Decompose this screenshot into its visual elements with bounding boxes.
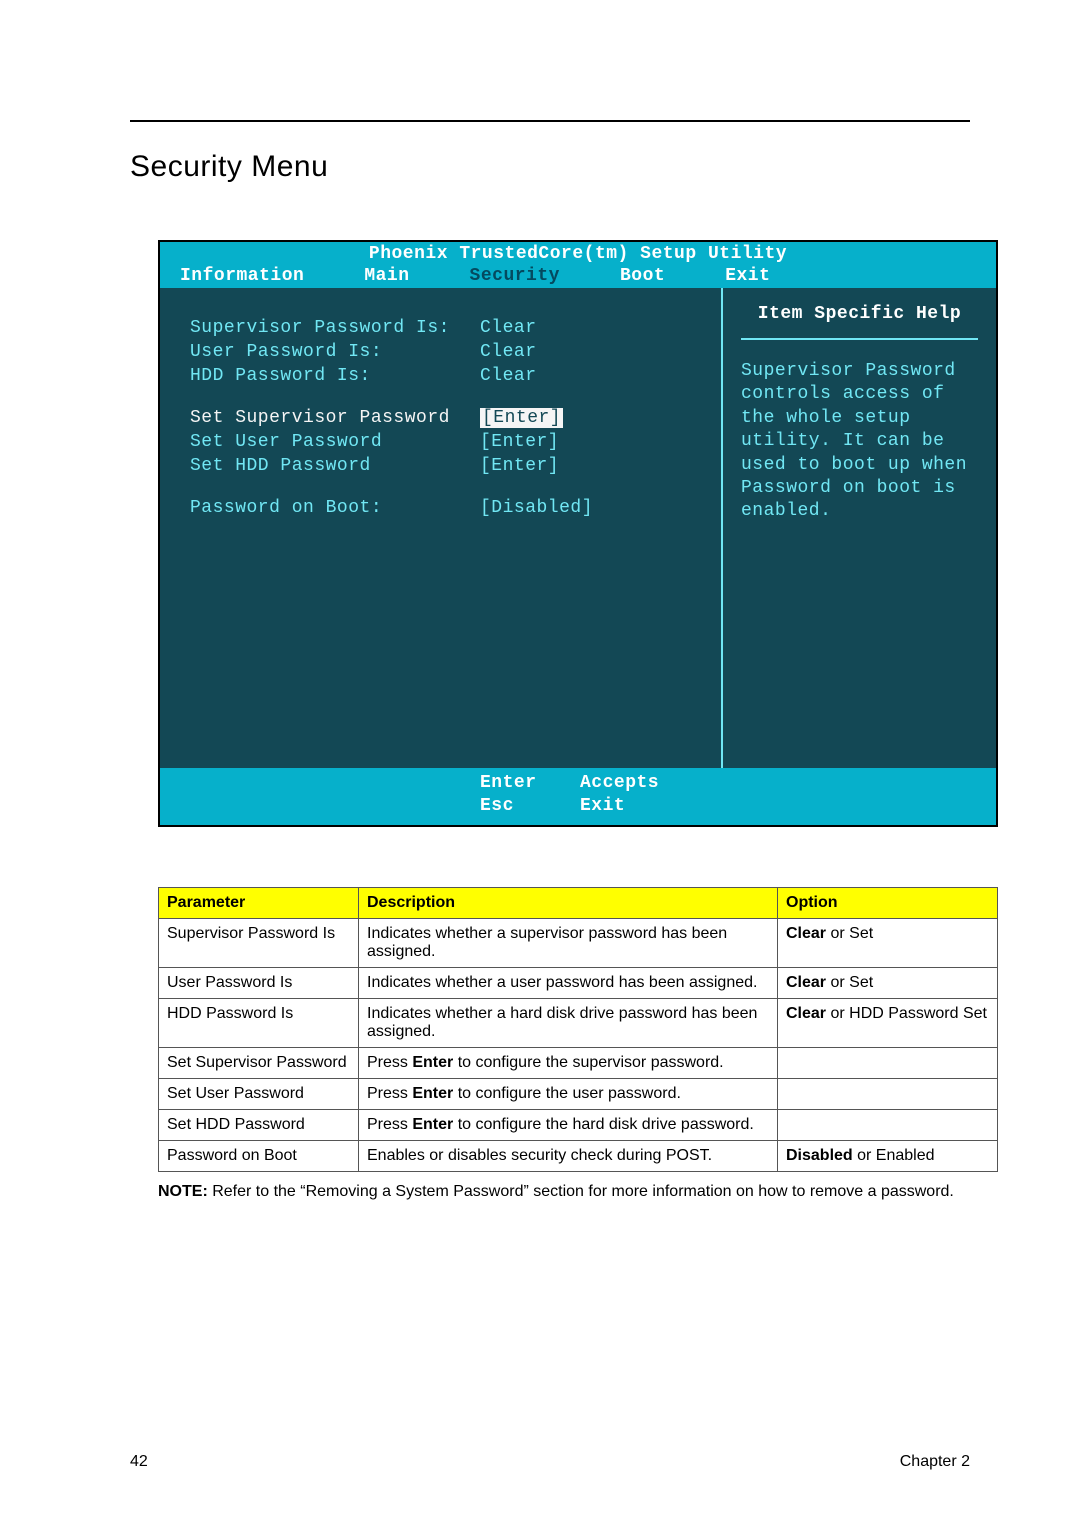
bios-value: Clear [480, 366, 537, 386]
cell-option [778, 1109, 998, 1140]
bios-tab-information: Information [180, 266, 304, 286]
cell-option [778, 1078, 998, 1109]
bold-text: Clear [786, 925, 826, 942]
bold-text: Clear [786, 1005, 826, 1022]
table-row: Supervisor Password IsIndicates whether … [159, 918, 998, 967]
cell-parameter: Password on Boot [159, 1140, 359, 1171]
cell-description: Press Enter to configure the supervisor … [359, 1047, 778, 1078]
cell-parameter: Set User Password [159, 1078, 359, 1109]
bios-title: Phoenix TrustedCore(tm) Setup Utility [160, 242, 996, 266]
cell-option: Clear or Set [778, 918, 998, 967]
cell-description: Indicates whether a user password has be… [359, 967, 778, 998]
bold-text: Enter [412, 1116, 453, 1133]
bios-left-panel: Supervisor Password Is: Clear User Passw… [160, 288, 721, 768]
bios-label: Password on Boot: [190, 498, 480, 518]
cell-option [778, 1047, 998, 1078]
bios-value-highlight: [Enter] [480, 408, 563, 428]
bios-row: Set Supervisor Password [Enter] [190, 408, 701, 428]
page-title: Security Menu [130, 150, 970, 184]
rule-top [130, 120, 970, 122]
bios-help-title: Item Specific Help [741, 298, 978, 340]
cell-parameter: Set Supervisor Password [159, 1047, 359, 1078]
cell-parameter: Supervisor Password Is [159, 918, 359, 967]
bios-row: Set User Password [Enter] [190, 432, 701, 452]
table-header: Option [778, 887, 998, 918]
cell-option: Clear or HDD Password Set [778, 998, 998, 1047]
bold-text: Enter [412, 1085, 453, 1102]
bios-help-panel: Item Specific Help Supervisor Password c… [721, 288, 996, 768]
cell-option: Disabled or Enabled [778, 1140, 998, 1171]
bios-value: Clear [480, 318, 537, 338]
cell-description: Indicates whether a hard disk drive pass… [359, 998, 778, 1047]
bios-label: Supervisor Password Is: [190, 318, 480, 338]
table-row: Set HDD PasswordPress Enter to configure… [159, 1109, 998, 1140]
bios-row: HDD Password Is: Clear [190, 366, 701, 386]
bios-row: Supervisor Password Is: Clear [190, 318, 701, 338]
note-text: Refer to the “Removing a System Password… [208, 1183, 954, 1200]
bios-value: [Enter] [480, 456, 559, 476]
cell-description: Press Enter to configure the hard disk d… [359, 1109, 778, 1140]
table-row: HDD Password IsIndicates whether a hard … [159, 998, 998, 1047]
table-row: Password on BootEnables or disables secu… [159, 1140, 998, 1171]
bold-text: Enter [412, 1054, 453, 1071]
bios-row: User Password Is: Clear [190, 342, 701, 362]
chapter-label: Chapter 2 [900, 1453, 970, 1471]
table-header: Description [359, 887, 778, 918]
bios-help-body: Supervisor Password controls access of t… [741, 360, 978, 524]
bios-footer: Enter Accepts Esc Exit [160, 768, 996, 825]
cell-description: Indicates whether a supervisor password … [359, 918, 778, 967]
bios-body: Supervisor Password Is: Clear User Passw… [160, 288, 996, 768]
bios-row: Password on Boot: [Disabled] [190, 498, 701, 518]
table-row: Set User PasswordPress Enter to configur… [159, 1078, 998, 1109]
bios-tab-security: Security [470, 266, 560, 286]
cell-description: Enables or disables security check durin… [359, 1140, 778, 1171]
table-header: Parameter [159, 887, 359, 918]
bios-tab-exit: Exit [725, 266, 770, 286]
page-footer: 42 Chapter 2 [130, 1453, 970, 1471]
cell-description: Press Enter to configure the user passwo… [359, 1078, 778, 1109]
table-row: User Password IsIndicates whether a user… [159, 967, 998, 998]
cell-parameter: Set HDD Password [159, 1109, 359, 1140]
page-number: 42 [130, 1453, 148, 1471]
table-header-row: Parameter Description Option [159, 887, 998, 918]
bold-text: Clear [786, 974, 826, 991]
cell-parameter: User Password Is [159, 967, 359, 998]
bios-tab-boot: Boot [620, 266, 665, 286]
bios-footer-action: Accepts [580, 772, 659, 795]
bios-label: User Password Is: [190, 342, 480, 362]
bios-tab-bar: Information Main Security Boot Exit [160, 266, 996, 288]
note: NOTE: Refer to the “Removing a System Pa… [158, 1182, 998, 1203]
note-label: NOTE: [158, 1183, 208, 1200]
cell-option: Clear or Set [778, 967, 998, 998]
bios-value: [Disabled] [480, 498, 593, 518]
cell-parameter: HDD Password Is [159, 998, 359, 1047]
bios-tab-main: Main [364, 266, 409, 286]
bios-label: Set HDD Password [190, 456, 480, 476]
bold-text: Disabled [786, 1147, 853, 1164]
bios-screenshot: Phoenix TrustedCore(tm) Setup Utility In… [158, 240, 998, 827]
bios-footer-key: Esc [480, 795, 580, 818]
parameter-table: Parameter Description Option Supervisor … [158, 887, 998, 1172]
bios-footer-action: Exit [580, 795, 625, 818]
bios-footer-key: Enter [480, 772, 580, 795]
bios-label: Set User Password [190, 432, 480, 452]
bios-label: HDD Password Is: [190, 366, 480, 386]
bios-value: [Enter] [480, 432, 559, 452]
bios-label: Set Supervisor Password [190, 408, 480, 428]
table-row: Set Supervisor PasswordPress Enter to co… [159, 1047, 998, 1078]
bios-row: Set HDD Password [Enter] [190, 456, 701, 476]
bios-value: Clear [480, 342, 537, 362]
